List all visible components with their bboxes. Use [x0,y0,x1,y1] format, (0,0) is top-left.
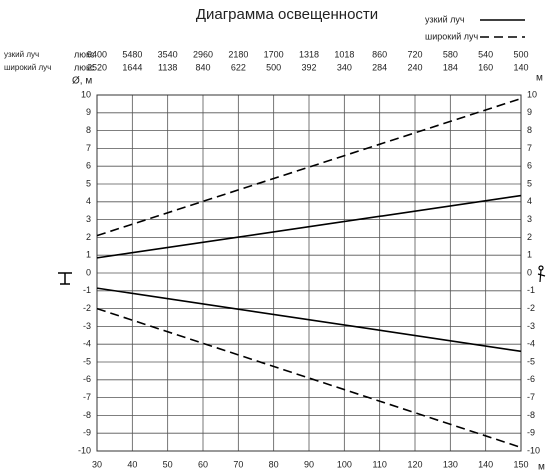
table-unit: люкс [74,62,95,72]
y-tick-label: 4 [86,196,91,206]
y2-tick-label: -6 [527,374,535,384]
lux-value: 5480 [122,49,142,59]
y2-tick-label: -9 [527,428,535,438]
table-row-label: узкий луч [4,50,39,59]
lux-value: 840 [195,62,210,72]
y2-tick-label: -7 [527,392,535,402]
series-line [96,307,522,449]
y2-tick-label: 5 [527,178,532,188]
x-tick-label: 80 [269,459,279,469]
lux-value: 3540 [158,49,178,59]
y2-tick-label: -1 [527,285,535,295]
lux-value: 1018 [334,49,354,59]
x-tick-label: 100 [337,459,352,469]
person-icon [537,265,546,283]
lux-value: 140 [513,62,528,72]
x-tick-label: 140 [478,459,493,469]
y-axis-label: Ø, м [72,76,92,87]
lux-value: 9400 [87,49,107,59]
lux-value: 500 [513,49,528,59]
lux-value: 392 [301,62,316,72]
y-tick-label: 8 [86,125,91,135]
lux-value: 2180 [228,49,248,59]
legend-label: широкий луч [425,31,479,41]
y-tick-label: -1 [83,285,91,295]
y-tick-label: 0 [86,267,91,277]
y-tick-label: -2 [83,303,91,313]
y-tick-label: 2 [86,232,91,242]
table-unit: люкс [74,49,95,59]
lux-value: 500 [266,62,281,72]
lux-value: 340 [337,62,352,72]
y-tick-label: -9 [83,428,91,438]
y-tick-label: 7 [86,143,91,153]
lux-value: 1138 [158,62,177,72]
legend-label: узкий луч [425,14,465,24]
chart-title: Диаграмма освещенности [196,6,378,23]
y2-tick-label: -4 [527,339,535,349]
y-tick-label: 6 [86,161,91,171]
x-tick-label: 90 [304,459,314,469]
lux-value: 540 [478,49,493,59]
y2-tick-label: -10 [527,445,540,455]
y-tick-label: 1 [86,250,91,260]
table-row-label: широкий луч [4,63,51,72]
x-axis-label: м [538,462,545,473]
y-tick-label: -3 [83,321,91,331]
y-tick-label: -8 [83,410,91,420]
y2-tick-label: 9 [527,107,532,117]
y-tick-label: 10 [81,89,91,99]
y2-tick-label: 4 [527,196,532,206]
y2-tick-label: -2 [527,303,535,313]
lux-value: 2520 [87,62,107,72]
lux-value: 1644 [122,62,142,72]
lux-value: 580 [443,49,458,59]
lux-value: 1318 [299,49,319,59]
lamp-icon [58,272,72,285]
series-line [96,97,522,237]
y2-tick-label: 8 [527,125,532,135]
x-tick-label: 50 [163,459,173,469]
y2-tick-label: -5 [527,356,535,366]
series-line [96,287,522,353]
y2-tick-label: 1 [527,250,532,260]
y2-tick-label: 10 [527,89,537,99]
x-tick-label: 120 [407,459,422,469]
x-tick-label: 110 [372,459,386,469]
x-tick-label: 60 [198,459,208,469]
y-tick-label: -7 [83,392,91,402]
x-tick-label: 40 [127,459,137,469]
lux-value: 2960 [193,49,213,59]
y-tick-label: -5 [83,356,91,366]
y-tick-label: 5 [86,178,91,188]
y-tick-label: 3 [86,214,91,224]
y-tick-label: -4 [83,339,91,349]
y2-tick-label: -8 [527,410,535,420]
lux-value: 1700 [264,49,284,59]
x-tick-label: 130 [443,459,458,469]
y-tick-label: -6 [83,374,91,384]
plot-frame [96,94,522,452]
y2-tick-label: 0 [527,267,532,277]
y2-tick-label: 2 [527,232,532,242]
series-line [96,194,522,259]
y-tick-label: 9 [86,107,91,117]
y2-tick-label: 3 [527,214,532,224]
x-tick-label: 150 [513,459,528,469]
lux-value: 860 [372,49,387,59]
lux-value: 240 [407,62,422,72]
x-tick-label: 30 [92,459,102,469]
y-tick-label: -10 [78,445,91,455]
lux-value: 184 [443,62,458,72]
x-tick-label: 70 [233,459,243,469]
y2-axis-label: м [536,73,543,84]
lux-value: 622 [231,62,246,72]
y2-tick-label: -3 [527,321,535,331]
lux-value: 720 [407,49,422,59]
y2-tick-label: 7 [527,143,532,153]
lux-value: 284 [372,62,387,72]
lux-value: 160 [478,62,493,72]
y2-tick-label: 6 [527,161,532,171]
